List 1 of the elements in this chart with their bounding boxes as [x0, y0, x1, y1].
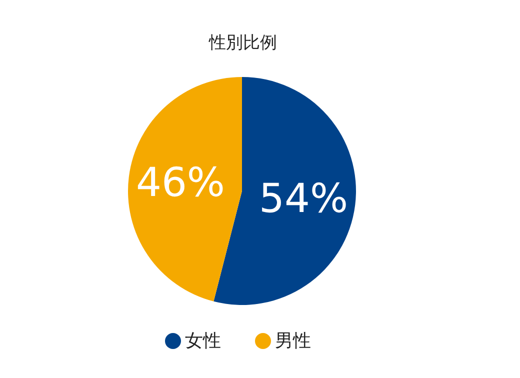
title: 性別比例 [209, 33, 277, 53]
